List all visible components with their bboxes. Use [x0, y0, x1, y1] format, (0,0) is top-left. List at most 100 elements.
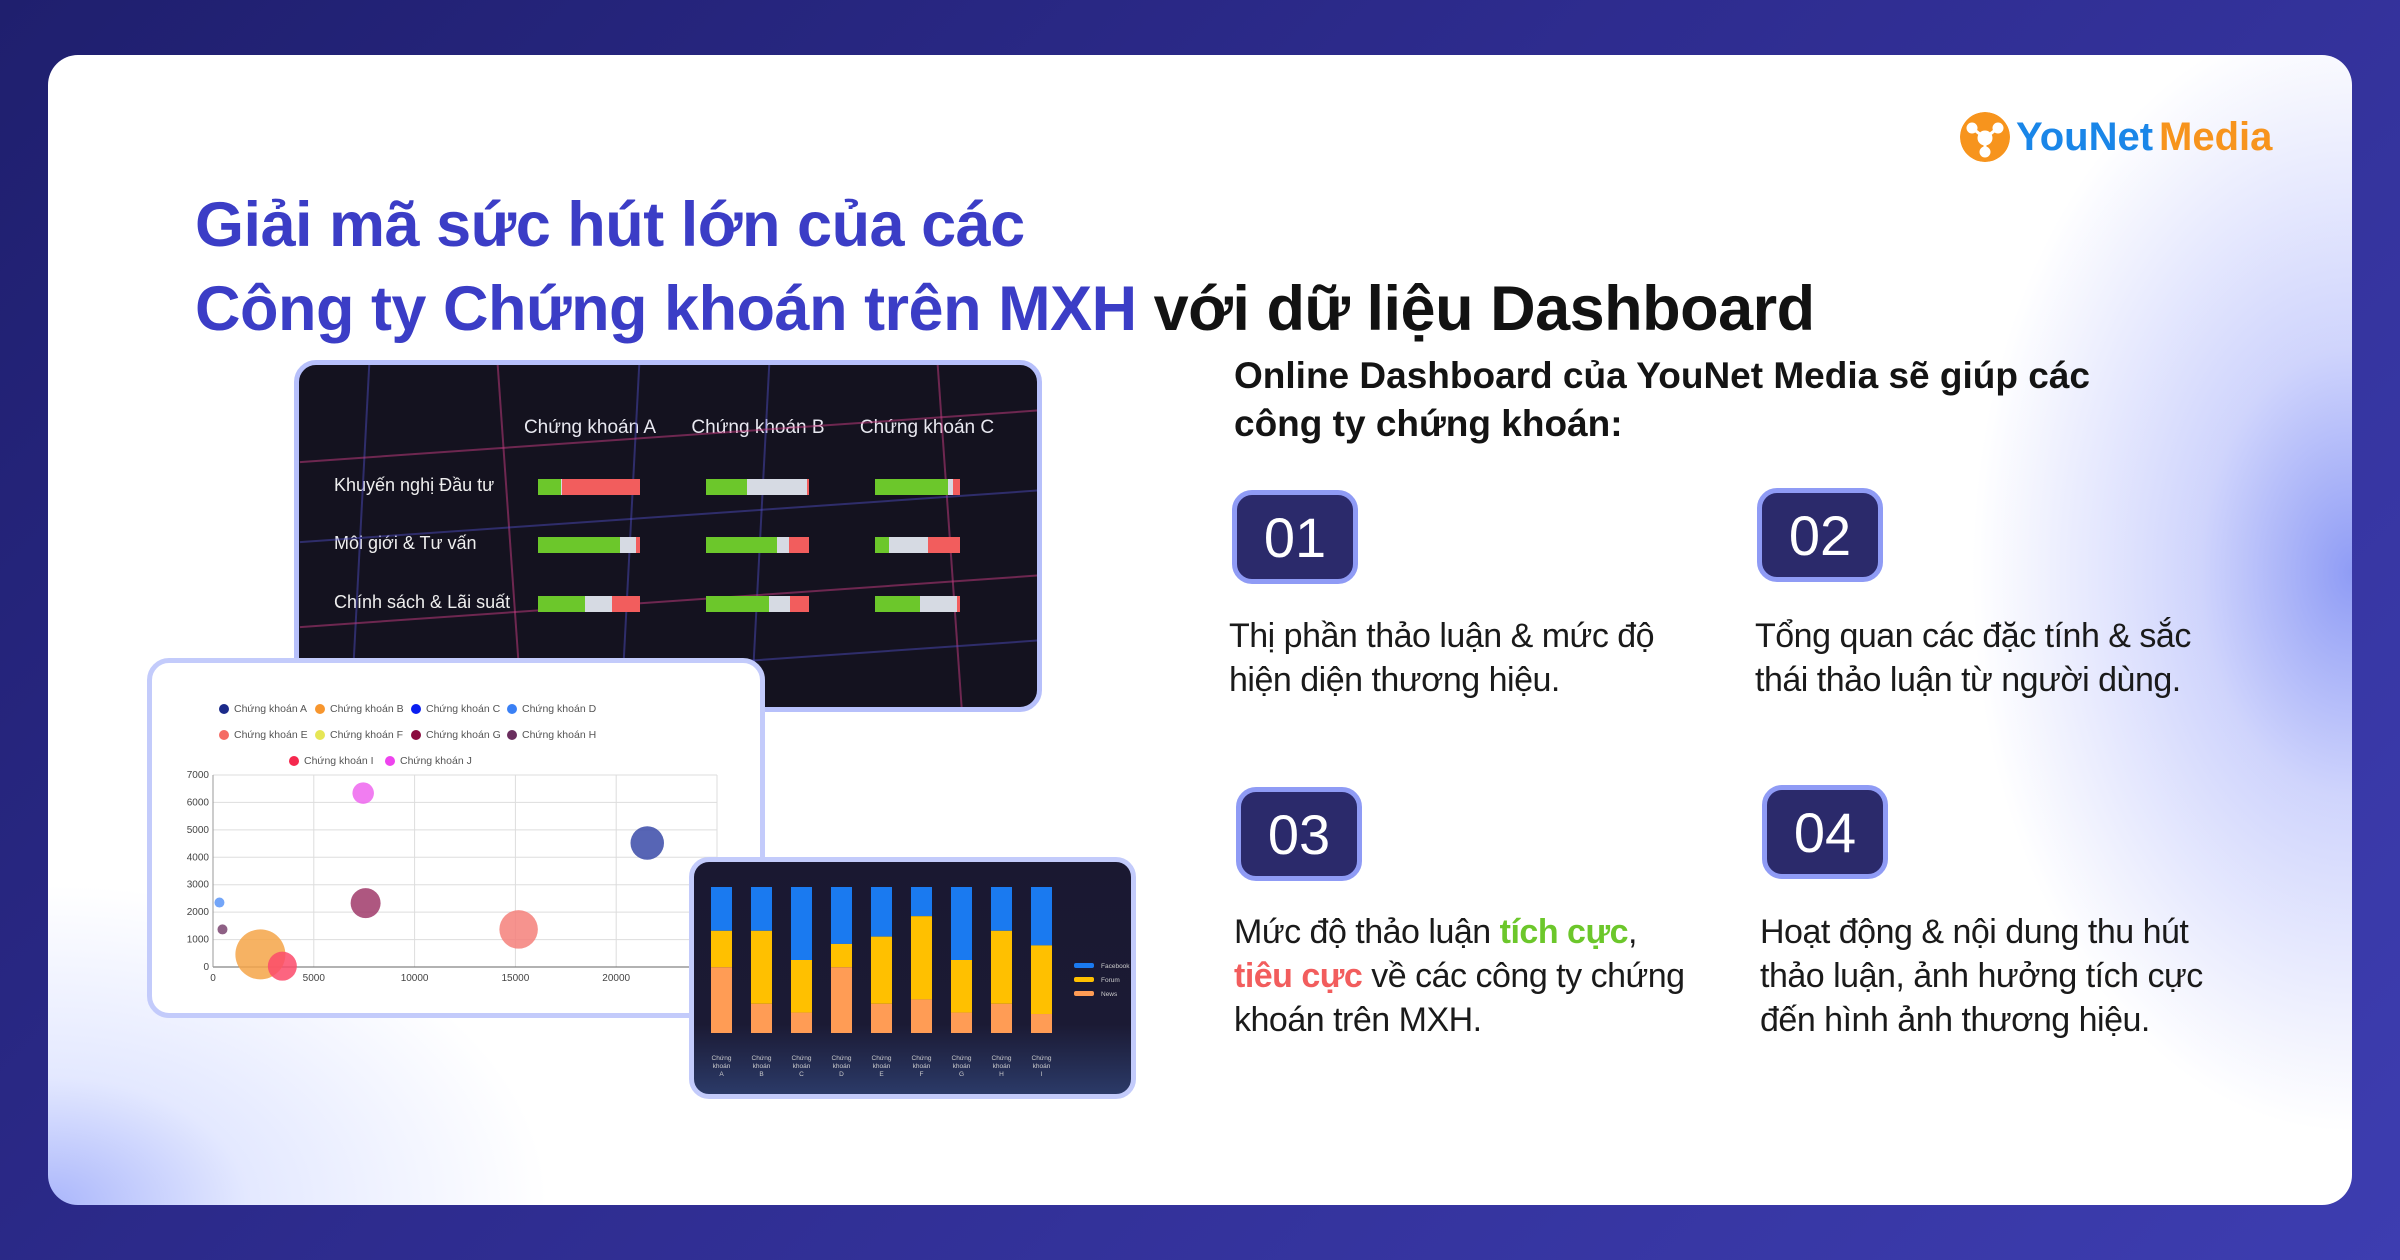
row-label: Chính sách & Lãi suất	[334, 592, 511, 612]
bubble-chart-svg: 0 1000 2000 3000 4000 5000 6000 7000 0 5000 10000 1…	[187, 770, 718, 984]
stacked-bar-svg: ChứngkhoánAChứngkhoánBChứngkhoánCChứngkh…	[711, 887, 1130, 1078]
bar-news	[831, 967, 852, 1033]
row-label: Môi giới & Tư vấn	[334, 533, 477, 553]
legend-label: Chứng khoán G	[426, 729, 501, 741]
bubble-a	[630, 826, 664, 860]
x-category-label: Chứng	[912, 1055, 932, 1062]
neutral-segment	[619, 537, 636, 553]
badge-01: 01	[1232, 490, 1358, 584]
legend-swatch	[1074, 963, 1094, 968]
neutral-segment	[561, 479, 563, 495]
bubble-g	[350, 888, 381, 919]
positive-segment	[875, 537, 889, 553]
page-title: Giải mã sức hút lớn của các Công ty Chứn…	[195, 183, 1815, 351]
negative-segment	[790, 596, 809, 612]
neutral-segment	[584, 596, 613, 612]
legend-label: Chứng khoán J	[400, 755, 472, 767]
younet-media-logo: YouNet Media	[1960, 112, 2272, 162]
x-category-label: khoán	[1033, 1063, 1051, 1070]
x-category-label: H	[999, 1071, 1004, 1078]
negative-segment	[956, 596, 960, 612]
feature-04-text: Hoạt động & nội dung thu hút thảo luận, …	[1760, 913, 2203, 1039]
sentiment-dashboard-preview: Chứng khoán A Chứng khoán B Chứng khoán …	[294, 360, 1042, 712]
legend-swatch	[315, 730, 325, 740]
negative-segment	[635, 537, 640, 553]
bar-news	[751, 1003, 772, 1033]
feature-01-text: Thị phần thảo luận & mức độ hiện diện th…	[1229, 617, 1655, 699]
sentiment-bar	[875, 479, 960, 495]
legend-label: Facebook	[1101, 963, 1130, 970]
x-category-label: Chứng	[712, 1055, 732, 1062]
legend-item: Chứng khoán D	[507, 703, 596, 715]
logo-network-icon	[1960, 112, 2010, 162]
bar-facebook	[791, 887, 812, 960]
bar-forum	[831, 943, 852, 968]
x-category-label: G	[959, 1071, 964, 1078]
x-category-label: khoán	[993, 1063, 1011, 1070]
legend-item: Chứng khoán H	[507, 729, 596, 741]
y-tick-label: 2000	[187, 907, 210, 918]
y-tick-label: 4000	[187, 852, 210, 863]
bar-news	[911, 999, 932, 1033]
x-category-label: Chứng	[1032, 1055, 1052, 1062]
bar-forum	[951, 960, 972, 1013]
neutral-segment	[920, 596, 957, 612]
bar-news	[951, 1012, 972, 1033]
legend-label: Chứng khoán A	[234, 703, 307, 715]
y-tick-label: 3000	[187, 880, 210, 891]
legend-swatch	[507, 704, 517, 714]
grid-line	[299, 488, 1037, 544]
bar-forum	[711, 930, 732, 968]
sentiment-bar	[706, 596, 809, 612]
legend-label: Chứng khoán D	[522, 703, 597, 715]
bar-forum	[1031, 945, 1052, 1015]
bar-forum	[791, 960, 812, 1013]
bar-news	[871, 1003, 892, 1033]
neutral-segment	[747, 479, 807, 495]
legend-item: Chứng khoán G	[411, 729, 501, 741]
legend-item: Chứng khoán A	[219, 703, 307, 715]
neutral-segment	[948, 479, 954, 495]
sentiment-bar	[875, 537, 960, 553]
y-tick-label: 0	[203, 962, 209, 973]
title-line-2-dark: với dữ liệu Dashboard	[1153, 274, 1816, 344]
sentiment-bar	[706, 537, 809, 553]
feature-02-text: Tổng quan các đặc tính & sắc thái thảo l…	[1755, 617, 2191, 699]
bubble-j	[352, 782, 374, 804]
positive-segment	[706, 596, 769, 612]
legend-swatch	[385, 756, 395, 766]
x-category-label: Chứng	[872, 1055, 892, 1062]
legend-item: Chứng khoán B	[315, 703, 404, 715]
positive-segment	[706, 537, 778, 553]
y-tick-label: 6000	[187, 797, 210, 808]
stacked-bar-chart-preview: Chứng khoán A Chứng khoán B Chứng khoán C Chứng kh…	[689, 857, 1136, 1099]
negative-highlight: tiêu cực	[1234, 957, 1363, 995]
x-category-label: Chứng	[832, 1055, 852, 1062]
positive-highlight: tích cực	[1499, 913, 1629, 951]
x-category-label: E	[879, 1071, 884, 1078]
y-tick-label: 1000	[187, 935, 210, 946]
x-category-label: Chứng	[952, 1055, 972, 1062]
title-line-1: Giải mã sức hút lớn của các	[195, 190, 1025, 260]
y-tick-label: 7000	[187, 770, 210, 781]
legend-item: Chứng khoán F	[315, 729, 403, 741]
bar-facebook	[991, 887, 1012, 931]
bar-forum	[871, 936, 892, 1004]
column-header-a: Chứng khoán A	[523, 417, 657, 438]
bar-facebook	[711, 887, 732, 931]
positive-segment	[538, 596, 585, 612]
x-category-label: khoán	[953, 1063, 971, 1070]
sentiment-bar	[875, 596, 960, 612]
x-category-label: khoán	[913, 1063, 931, 1070]
legend-label: Chứng khoán C	[426, 703, 501, 715]
sentiment-bar	[706, 479, 809, 495]
bar-facebook	[1031, 887, 1052, 946]
legend-swatch	[507, 730, 517, 740]
feature-03-text: Mức độ thảo luận tích cực, tiêu cực về cá…	[1234, 910, 1704, 1042]
bubble-i	[267, 951, 297, 981]
legend-swatch	[1074, 991, 1094, 996]
x-category-label: khoán	[793, 1063, 811, 1070]
bar-forum	[991, 930, 1012, 1004]
x-category-label: khoán	[713, 1063, 731, 1070]
column-header-c: Chứng khoán C	[859, 417, 995, 438]
